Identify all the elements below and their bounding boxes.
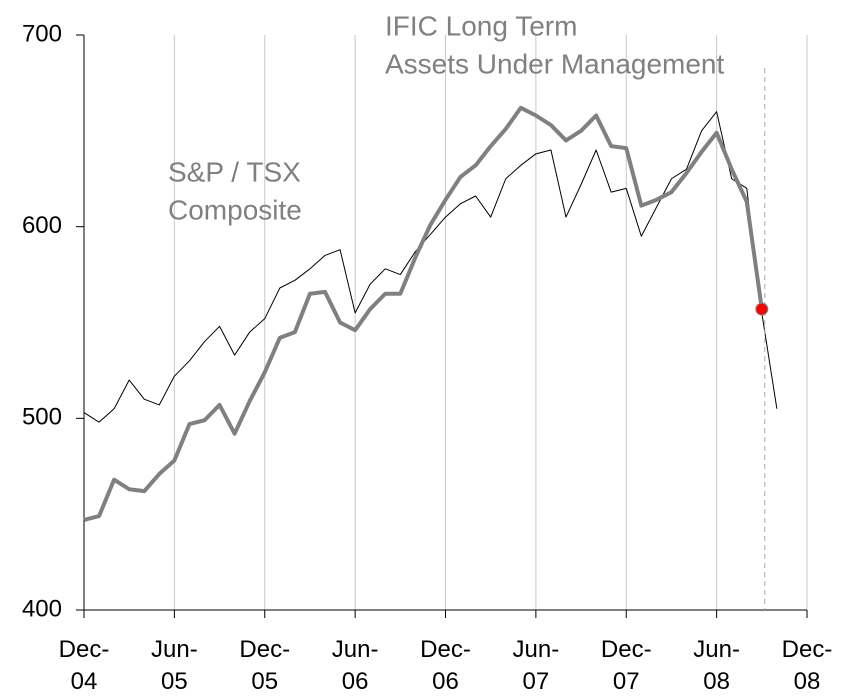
x-tick-label: Jun-07: [512, 636, 560, 695]
x-tick-label: Dec-07: [600, 636, 652, 695]
annotation: S&P / TSX: [168, 156, 301, 187]
annotation: Assets Under Management: [385, 48, 725, 79]
y-tick-label: 500: [22, 404, 62, 431]
x-tick-label: Dec-08: [781, 636, 833, 695]
y-tick-label: 400: [22, 595, 62, 622]
annotation: IFIC Long Term: [385, 10, 577, 41]
x-tick-label: Jun-08: [693, 636, 740, 695]
x-tick-label: Dec-05: [239, 636, 291, 695]
x-tick-label: Jun-05: [151, 636, 198, 695]
annotation: Composite: [168, 194, 302, 225]
end-marker: [755, 302, 769, 316]
x-tick-label: Jun-06: [331, 636, 379, 695]
x-tick-label: Dec-04: [58, 636, 110, 695]
x-tick-label: Dec-06: [420, 636, 471, 695]
y-tick-label: 600: [22, 212, 62, 239]
y-tick-label: 700: [22, 20, 62, 47]
line-series: [83, 105, 764, 522]
